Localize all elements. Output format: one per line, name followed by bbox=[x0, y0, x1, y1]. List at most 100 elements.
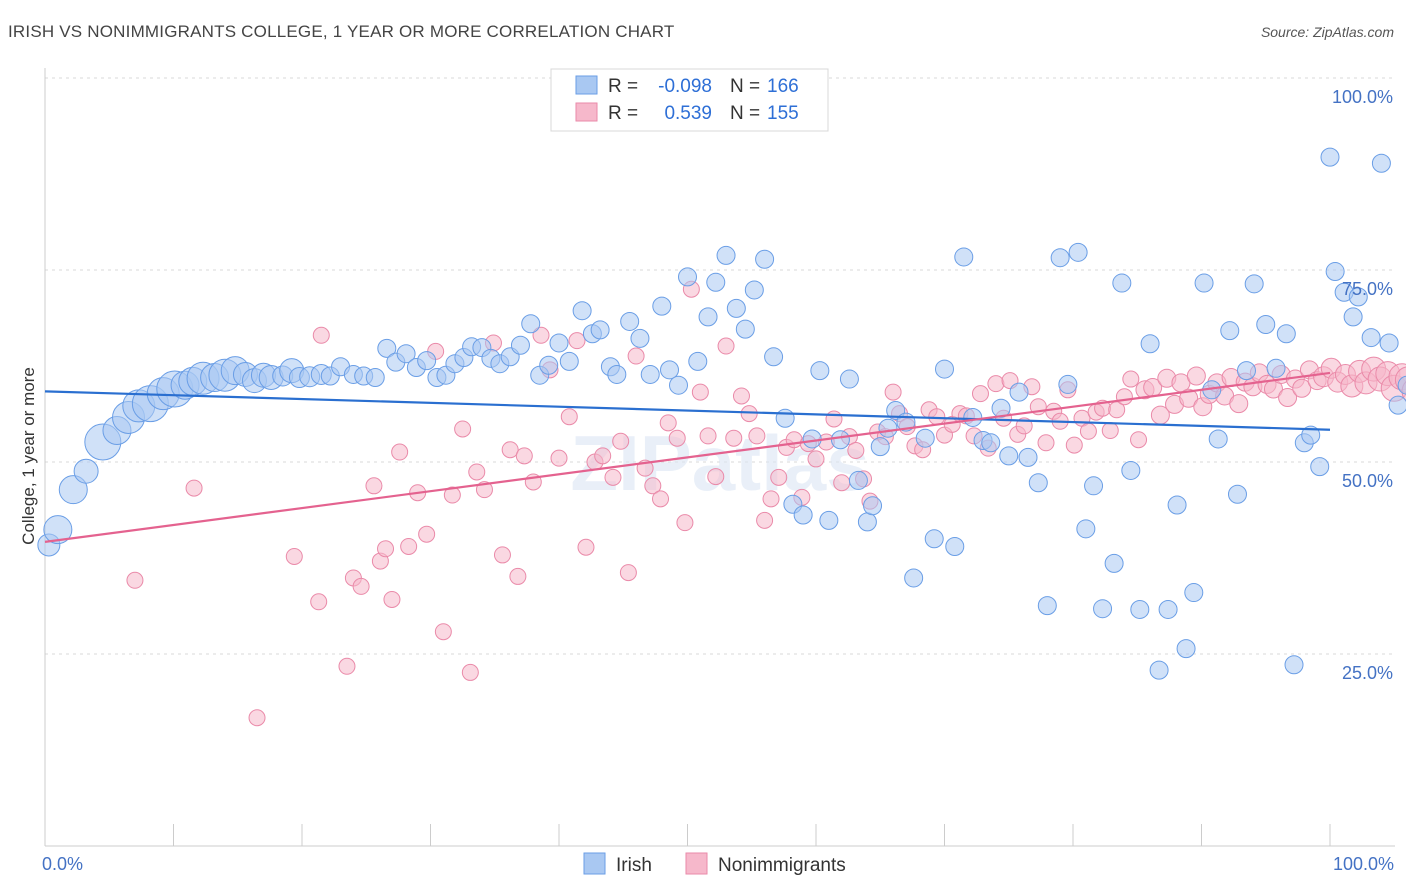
nonimmigrants-point bbox=[126, 571, 144, 589]
nonimmigrants-trend-line bbox=[44, 371, 1331, 543]
y-tick-label: 25.0% bbox=[1342, 663, 1393, 683]
nonimmigrants-point bbox=[748, 427, 766, 445]
irish-point bbox=[1220, 321, 1240, 341]
irish-point bbox=[954, 247, 974, 267]
stats-n-value-nonimmigrants: 155 bbox=[767, 103, 799, 124]
nonimmigrants-point bbox=[577, 538, 595, 556]
irish-point bbox=[1104, 553, 1124, 573]
nonimmigrants-point bbox=[1179, 388, 1199, 408]
x-tick-label-min: 0.0% bbox=[42, 854, 83, 874]
nonimmigrants-point bbox=[707, 468, 725, 486]
y-tick-label: 75.0% bbox=[1342, 279, 1393, 299]
nonimmigrants-point bbox=[468, 463, 486, 481]
nonimmigrants-point bbox=[568, 332, 586, 350]
stats-box: R = -0.098 N = 166 R = 0.539 N = 155 bbox=[550, 68, 829, 132]
nonimmigrants-point bbox=[1278, 387, 1298, 407]
nonimmigrants-point bbox=[1101, 422, 1119, 440]
irish-point bbox=[630, 328, 650, 348]
irish-point bbox=[678, 267, 697, 287]
irish-point bbox=[607, 364, 627, 384]
nonimmigrants-point bbox=[560, 408, 578, 426]
irish-point bbox=[1093, 599, 1113, 619]
nonimmigrants-point bbox=[312, 326, 330, 344]
nonimmigrants-point bbox=[732, 387, 750, 405]
y-axis-title: College, 1 year or more bbox=[19, 367, 38, 545]
stats-n-label-nonimmigrants: N = bbox=[730, 103, 760, 124]
nonimmigrants-point bbox=[612, 432, 630, 450]
nonimmigrants-point bbox=[1037, 434, 1055, 452]
irish-point bbox=[698, 307, 718, 327]
irish-point bbox=[915, 428, 935, 448]
nonimmigrants-point bbox=[338, 657, 356, 675]
irish-point bbox=[1397, 375, 1406, 395]
irish-point bbox=[963, 407, 983, 427]
nonimmigrants-point bbox=[550, 449, 568, 467]
irish-point bbox=[1176, 639, 1196, 659]
nonimmigrants-point bbox=[627, 347, 645, 365]
nonimmigrants-point bbox=[987, 375, 1005, 393]
irish-point bbox=[1084, 476, 1104, 496]
irish-point bbox=[1018, 447, 1038, 467]
nonimmigrants-point bbox=[352, 577, 370, 595]
nonimmigrants-point bbox=[659, 414, 677, 432]
irish-point bbox=[1227, 484, 1247, 504]
irish-point bbox=[735, 319, 755, 339]
irish-point bbox=[744, 280, 764, 300]
y-tick-label: 100.0% bbox=[1332, 87, 1393, 107]
nonimmigrants-point bbox=[454, 420, 472, 438]
irish-point bbox=[640, 364, 660, 384]
irish-point bbox=[1149, 660, 1169, 680]
irish-point bbox=[863, 496, 883, 516]
irish-point bbox=[572, 301, 592, 321]
irish-point bbox=[43, 515, 73, 545]
nonimmigrants-point bbox=[515, 447, 533, 465]
nonimmigrants-point bbox=[434, 623, 452, 641]
nonimmigrants-point bbox=[691, 383, 709, 401]
irish-point bbox=[924, 529, 944, 549]
irish-point bbox=[870, 437, 890, 457]
irish-point bbox=[810, 361, 830, 381]
irish-point bbox=[1343, 307, 1363, 327]
irish-point bbox=[1140, 334, 1160, 354]
nonimmigrants-point bbox=[1065, 436, 1083, 454]
chart-title: IRISH VS NONIMMIGRANTS COLLEGE, 1 YEAR O… bbox=[8, 22, 675, 41]
nonimmigrants-point bbox=[383, 590, 401, 608]
irish-point bbox=[365, 368, 385, 388]
irish-point bbox=[1325, 262, 1345, 282]
watermark: ZIPatlas bbox=[570, 419, 869, 507]
nonimmigrants-point bbox=[644, 477, 662, 495]
irish-point bbox=[839, 369, 859, 389]
irish-point bbox=[559, 351, 579, 371]
irish-point bbox=[1058, 374, 1078, 394]
irish-trend-line bbox=[44, 390, 1331, 431]
nonimmigrants-point bbox=[762, 490, 780, 508]
nonimmigrants-point bbox=[652, 490, 670, 508]
irish-point bbox=[793, 505, 813, 525]
nonimmigrants-point bbox=[770, 468, 788, 486]
irish-point bbox=[549, 333, 569, 353]
nonimmigrants-point bbox=[493, 546, 511, 564]
irish-point bbox=[620, 311, 640, 331]
nonimmigrants-point bbox=[668, 429, 686, 447]
irish-point bbox=[1158, 599, 1178, 619]
nonimmigrants-point bbox=[248, 709, 266, 727]
nonimmigrants-point bbox=[461, 663, 479, 681]
irish-point bbox=[417, 351, 437, 371]
stats-swatch-nonimmigrants bbox=[575, 102, 598, 122]
nonimmigrants-point bbox=[971, 385, 989, 403]
irish-point bbox=[1310, 457, 1330, 477]
stats-r-label-irish: R = bbox=[608, 76, 638, 97]
irish-point bbox=[396, 344, 416, 364]
nonimmigrants-point bbox=[285, 547, 303, 565]
irish-point bbox=[1256, 315, 1276, 335]
irish-point bbox=[1037, 596, 1057, 616]
nonimmigrants-point bbox=[725, 429, 743, 447]
irish-point bbox=[706, 272, 726, 292]
nonimmigrants-point bbox=[699, 427, 717, 445]
irish-point bbox=[590, 320, 610, 340]
irish-point bbox=[1050, 248, 1070, 268]
nonimmigrants-point bbox=[1122, 370, 1140, 388]
irish-point bbox=[999, 446, 1019, 466]
irish-point bbox=[669, 375, 689, 395]
stats-r-value-nonimmigrants: 0.539 bbox=[664, 103, 712, 124]
